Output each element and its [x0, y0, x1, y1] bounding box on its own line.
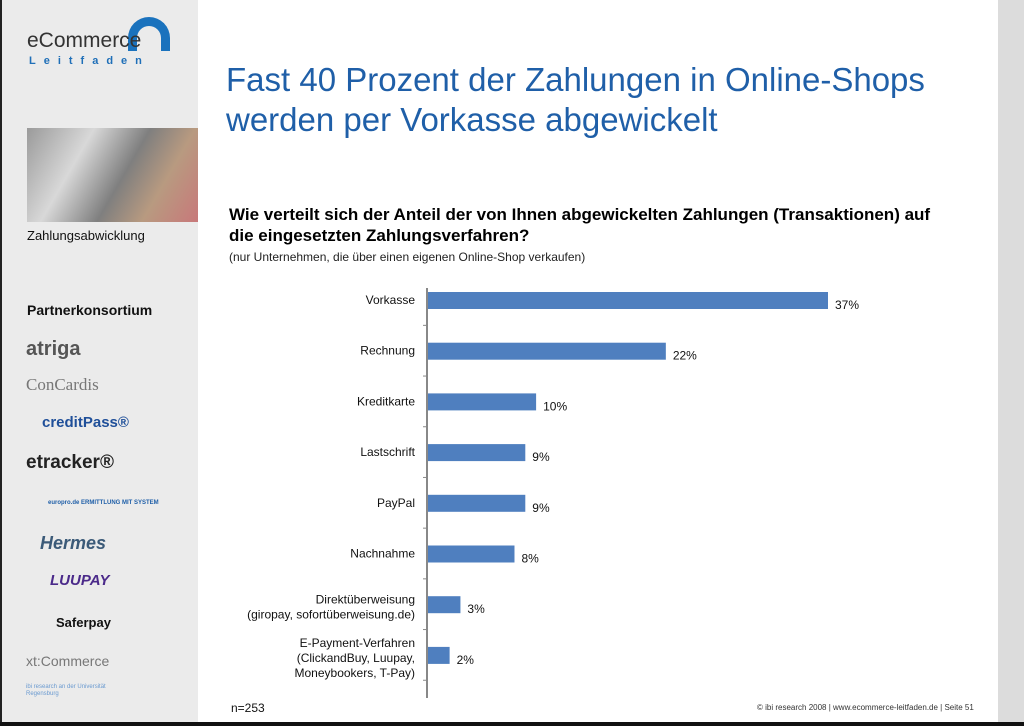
bar: [428, 596, 461, 614]
bar: [428, 444, 526, 462]
partner-logo-ibi: ibi research an der Universität Regensbu…: [26, 684, 106, 697]
value-label: 3%: [467, 602, 485, 616]
partner-logo-saferpay: Saferpay: [56, 615, 111, 630]
keyboard-money-photo: [27, 128, 198, 222]
bar: [428, 646, 450, 664]
category-label: PayPal: [377, 496, 415, 510]
value-label: 22%: [673, 349, 697, 363]
bar: [428, 545, 515, 563]
value-label: 9%: [532, 450, 550, 464]
partner-logo-europro: europro.de ERMITTLUNG MIT SYSTEM: [48, 500, 159, 506]
category-label: Kreditkarte: [357, 394, 415, 408]
category-label: Direktüberweisung (giropay, sofortüberwei…: [247, 593, 415, 622]
sidebar: [0, 0, 198, 726]
value-label: 37%: [835, 298, 859, 312]
partner-logo-etracker: etracker®: [26, 452, 114, 473]
page-title: Fast 40 Prozent der Zahlungen in Online-…: [226, 61, 925, 138]
category-label: Vorkasse: [366, 293, 416, 307]
logo-arc-icon: [128, 17, 170, 51]
partner-logo-xtcommerce: xt:Commerce: [26, 653, 110, 669]
right-strip: [998, 0, 1024, 726]
partner-logo-atriga: atriga: [26, 338, 81, 360]
value-label: 10%: [543, 399, 567, 413]
category-label: Lastschrift: [360, 445, 415, 459]
value-label: 8%: [521, 552, 539, 566]
value-label: 9%: [532, 501, 550, 515]
partner-title: Partnerkonsortium: [27, 302, 153, 318]
footer: © ibi research 2008 | www.ecommerce-leit…: [757, 703, 974, 712]
partner-logo-hermes: Hermes: [40, 533, 107, 553]
bar-chart: Vorkasse 37% Rechnung 22% Kreditkarte 10% Last…: [247, 288, 859, 698]
bar: [428, 393, 537, 411]
sample-size: n=253: [231, 701, 265, 715]
bar: [428, 292, 828, 309]
chart-question: Wie verteilt sich der Anteil der von Ihn…: [229, 205, 931, 245]
partner-logo-luupay: LUUPAY: [50, 572, 110, 589]
category-label: Rechnung: [360, 344, 415, 358]
bottom-border: [0, 722, 1024, 726]
partner-logo-creditpass: creditPass®: [42, 414, 129, 431]
bar: [428, 494, 526, 512]
category-label: Nachnahme: [350, 547, 415, 561]
bar: [428, 342, 666, 360]
logo-leitfaden: Leitfaden: [29, 55, 150, 67]
logo-ecommerce: eCommerce: [27, 29, 142, 52]
photo-label: Zahlungsabwicklung: [27, 228, 145, 243]
category-label: E-Payment-Verfahren (ClickandBuy, Luupay,…: [295, 636, 416, 680]
chart-subtitle: (nur Unternehmen, die über einen eigenen…: [229, 250, 586, 264]
partner-logo-concardis: ConCardis: [26, 375, 99, 394]
value-label: 2%: [457, 653, 475, 667]
